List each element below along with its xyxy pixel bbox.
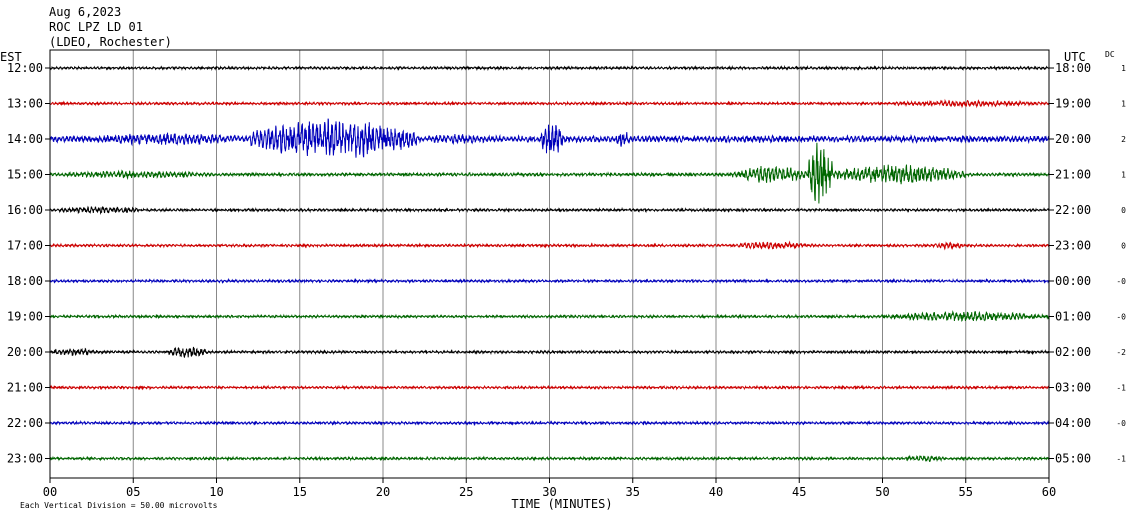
dc-value: 2 (1121, 135, 1126, 144)
trace-2200 (49, 419, 1050, 427)
footer-note: Each Vertical Division = 50.00 microvolt… (20, 501, 218, 510)
x-tick-label-30: 30 (542, 485, 556, 499)
utc-label: 18:00 (1055, 61, 1091, 75)
trace-1200 (49, 64, 1050, 72)
utc-label: 04:00 (1055, 416, 1091, 430)
est-label: 16:00 (7, 203, 43, 217)
est-label: 17:00 (7, 239, 43, 253)
x-tick-label-15: 15 (293, 485, 307, 499)
dc-value: -0 (1116, 313, 1126, 322)
x-axis-label: TIME (MINUTES) (511, 497, 612, 511)
x-tick-label-35: 35 (626, 485, 640, 499)
x-tick-label-45: 45 (792, 485, 806, 499)
est-label: 18:00 (7, 274, 43, 288)
dc-value: 1 (1121, 171, 1126, 180)
network-label: (LDEO, Rochester) (49, 35, 172, 49)
dc-value: -1 (1116, 384, 1126, 393)
est-label: 21:00 (7, 381, 43, 395)
x-tick-label-25: 25 (459, 485, 473, 499)
trace-1800 (49, 277, 1050, 285)
utc-label: 02:00 (1055, 345, 1091, 359)
dc-value: 0 (1121, 206, 1126, 215)
dc-header-label: DC (1105, 50, 1115, 59)
trace-2100 (49, 384, 1050, 391)
est-label: 15:00 (7, 168, 43, 182)
station-label: ROC LPZ LD 01 (49, 20, 143, 34)
minute-gridlines (132, 50, 967, 478)
x-tick-label-20: 20 (376, 485, 390, 499)
row-labels: 12:00 18:00 1 13:00 19:00 1 14:00 20:00 2 15:00 21… (7, 61, 1126, 466)
dc-value: 1 (1121, 64, 1126, 73)
utc-label: 01:00 (1055, 310, 1091, 324)
est-label: 23:00 (7, 452, 43, 466)
dc-value: 0 (1121, 242, 1126, 251)
utc-label: 03:00 (1055, 381, 1091, 395)
trace-1500 (49, 142, 1050, 204)
seismic-traces (49, 64, 1050, 462)
x-tick-label-00: 00 (43, 485, 57, 499)
dc-value: -0 (1116, 419, 1126, 428)
date-label: Aug 6,2023 (49, 5, 121, 19)
x-tick-label-05: 05 (126, 485, 140, 499)
est-label: 19:00 (7, 310, 43, 324)
utc-label: 05:00 (1055, 452, 1091, 466)
trace-1600 (49, 205, 1050, 215)
est-label: 22:00 (7, 416, 43, 430)
est-zone-label: EST (0, 50, 22, 64)
utc-zone-label: UTC (1064, 50, 1086, 64)
dc-value: 1 (1121, 100, 1126, 109)
dc-value: -2 (1116, 348, 1126, 357)
est-label: 13:00 (7, 97, 43, 111)
utc-label: 20:00 (1055, 132, 1091, 146)
x-axis-ticks: 00 05 10 15 20 25 30 35 40 45 50 55 60 (43, 478, 1056, 499)
trace-1400 (49, 118, 1050, 158)
x-tick-label-10: 10 (209, 485, 223, 499)
utc-label: 19:00 (1055, 97, 1091, 111)
est-label: 12:00 (7, 61, 43, 75)
trace-1900 (49, 309, 1050, 322)
x-tick-label-55: 55 (959, 485, 973, 499)
utc-label: 22:00 (1055, 203, 1091, 217)
x-tick-label-60: 60 (1042, 485, 1056, 499)
utc-label: 00:00 (1055, 274, 1091, 288)
x-tick-label-50: 50 (875, 485, 889, 499)
utc-label: 21:00 (1055, 168, 1091, 182)
utc-label: 23:00 (1055, 239, 1091, 253)
est-label: 14:00 (7, 132, 43, 146)
trace-2000 (49, 346, 1050, 358)
trace-1700 (49, 240, 1050, 251)
dc-value: -1 (1116, 455, 1126, 464)
trace-2300 (49, 454, 1050, 462)
est-label: 20:00 (7, 345, 43, 359)
dc-value: -0 (1116, 277, 1126, 286)
trace-1300 (49, 98, 1050, 109)
x-tick-label-40: 40 (709, 485, 723, 499)
